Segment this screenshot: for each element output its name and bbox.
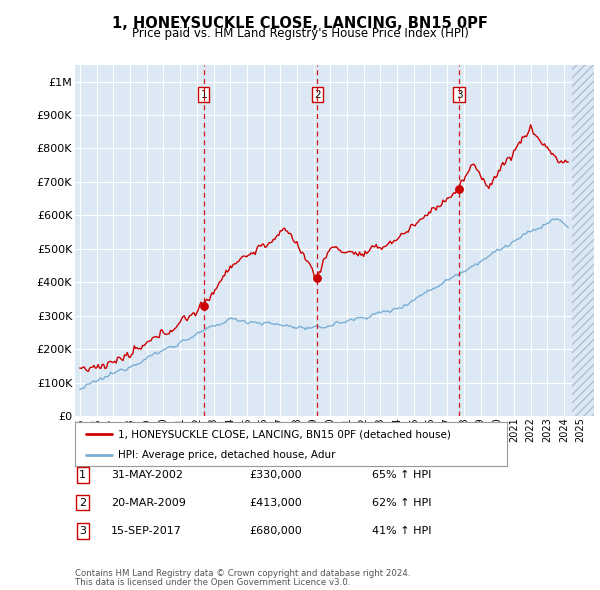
Text: £330,000: £330,000 [249, 470, 302, 480]
Text: HPI: Average price, detached house, Adur: HPI: Average price, detached house, Adur [118, 450, 336, 460]
Point [199, 301, 209, 310]
Text: 1, HONEYSUCKLE CLOSE, LANCING, BN15 0PF (detached house): 1, HONEYSUCKLE CLOSE, LANCING, BN15 0PF … [118, 430, 451, 439]
Text: 20-MAR-2009: 20-MAR-2009 [111, 498, 186, 507]
Text: 31-MAY-2002: 31-MAY-2002 [111, 470, 183, 480]
Text: This data is licensed under the Open Government Licence v3.0.: This data is licensed under the Open Gov… [75, 578, 350, 588]
Text: 1: 1 [200, 90, 207, 100]
Text: 2: 2 [314, 90, 320, 100]
Text: Price paid vs. HM Land Registry's House Price Index (HPI): Price paid vs. HM Land Registry's House … [131, 27, 469, 40]
Point [454, 184, 464, 194]
Text: 3: 3 [79, 526, 86, 536]
Text: 65% ↑ HPI: 65% ↑ HPI [372, 470, 431, 480]
Bar [572, 65, 594, 416]
Text: 62% ↑ HPI: 62% ↑ HPI [372, 498, 431, 507]
Text: 1: 1 [79, 470, 86, 480]
Text: 3: 3 [455, 90, 463, 100]
Text: £680,000: £680,000 [249, 526, 302, 536]
Text: 41% ↑ HPI: 41% ↑ HPI [372, 526, 431, 536]
Text: Contains HM Land Registry data © Crown copyright and database right 2024.: Contains HM Land Registry data © Crown c… [75, 569, 410, 578]
Text: 2: 2 [79, 498, 86, 507]
Point [313, 273, 322, 283]
Text: 1, HONEYSUCKLE CLOSE, LANCING, BN15 0PF: 1, HONEYSUCKLE CLOSE, LANCING, BN15 0PF [112, 16, 488, 31]
Text: £413,000: £413,000 [249, 498, 302, 507]
Text: 15-SEP-2017: 15-SEP-2017 [111, 526, 182, 536]
